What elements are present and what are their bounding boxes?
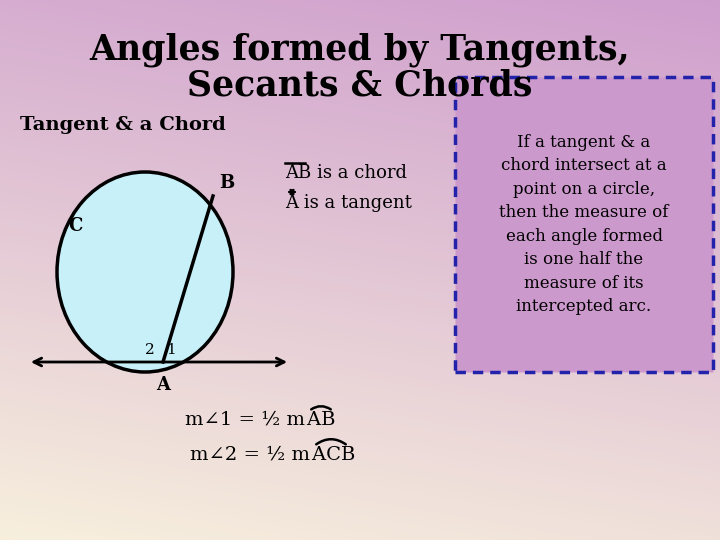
Text: If a tangent & a
chord intersect at a
point on a circle,
then the measure of
eac: If a tangent & a chord intersect at a po… bbox=[499, 134, 669, 315]
Text: 2: 2 bbox=[145, 343, 155, 357]
Text: A is a tangent: A is a tangent bbox=[285, 194, 412, 212]
FancyBboxPatch shape bbox=[455, 77, 713, 372]
Text: Angles formed by Tangents,: Angles formed by Tangents, bbox=[90, 33, 630, 68]
Text: B: B bbox=[219, 174, 234, 192]
Text: m∠2 = ½ m ACB: m∠2 = ½ m ACB bbox=[190, 446, 356, 464]
Text: m∠1 = ½ m AB: m∠1 = ½ m AB bbox=[185, 411, 336, 429]
Text: AB is a chord: AB is a chord bbox=[285, 164, 407, 182]
Ellipse shape bbox=[57, 172, 233, 372]
Text: A: A bbox=[156, 376, 170, 394]
Text: Tangent & a Chord: Tangent & a Chord bbox=[20, 116, 226, 134]
Text: 1: 1 bbox=[166, 343, 176, 357]
Text: C: C bbox=[68, 217, 83, 235]
Text: Secants & Chords: Secants & Chords bbox=[187, 68, 533, 102]
